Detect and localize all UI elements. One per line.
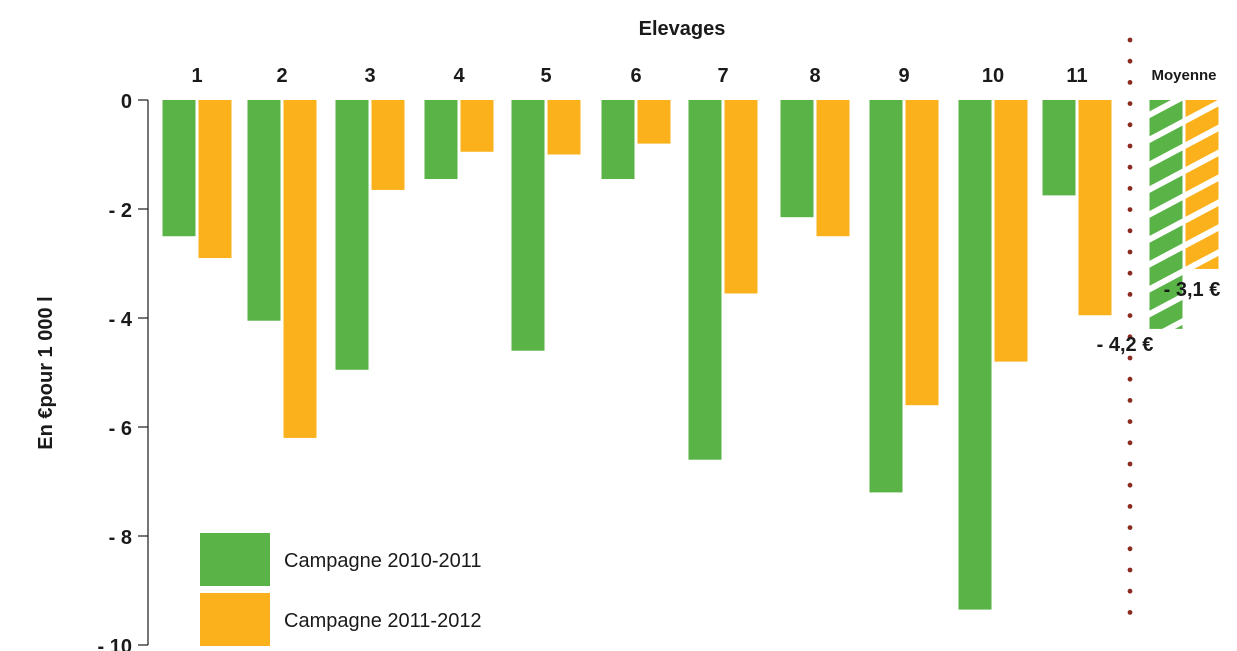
separator-dot: [1127, 440, 1133, 446]
separator-dot: [1127, 482, 1133, 488]
separator-dot: [1127, 80, 1133, 85]
separator-dot: [1127, 546, 1133, 552]
legend-label-2010-2011: Campagne 2010-2011: [284, 550, 482, 572]
bar-2011-2012-3: [371, 100, 405, 190]
y-tick-label: - 6: [109, 418, 132, 440]
category-label-4: 4: [453, 65, 465, 87]
bar-2010-2011-Moyenne: [1149, 100, 1183, 329]
bar-2010-2011-3: [335, 100, 369, 370]
category-labels: 1 2 3 4 5 6 7 8 9 10 11 Moyenne: [191, 65, 1216, 87]
bar-2011-2012-11: [1078, 100, 1112, 316]
bar-2011-2012-4: [460, 100, 494, 152]
separator-dot: [1127, 292, 1133, 297]
y-axis-label: En €pour 1 000 l: [35, 296, 57, 449]
category-label-8: 8: [809, 65, 820, 87]
y-tick-label: - 10: [98, 636, 132, 651]
bar-2010-2011-11: [1042, 100, 1076, 196]
separator-dot: [1127, 355, 1133, 361]
category-label-6: 6: [630, 65, 641, 87]
category-label-5: 5: [540, 65, 551, 87]
category-label-7: 7: [717, 65, 728, 87]
separator-dot: [1127, 419, 1133, 424]
category-label-11: 11: [1066, 65, 1087, 87]
legend-swatch-2011-2012: [200, 593, 270, 646]
category-label-2: 2: [276, 65, 287, 87]
bar-2010-2011-8: [780, 100, 814, 218]
separator-dot: [1127, 37, 1133, 43]
bar-2011-2012-10: [994, 100, 1028, 362]
y-tick-label: - 8: [109, 527, 132, 549]
bar-2010-2011-7: [688, 100, 722, 460]
legend-label-2011-2012: Campagne 2011-2012: [284, 610, 482, 632]
category-label-10: 10: [982, 65, 1004, 87]
bar-2011-2012-6: [637, 100, 671, 144]
category-label-3: 3: [364, 65, 375, 87]
bar-2010-2011-10: [958, 100, 992, 610]
bar-2010-2011-2: [247, 100, 281, 321]
separator-dot: [1127, 58, 1133, 64]
separator-dot: [1127, 143, 1133, 149]
category-label-1: 1: [191, 65, 202, 87]
separator-dot: [1127, 376, 1133, 382]
separator-dot: [1127, 270, 1133, 276]
average-label-2011-2012: - 3,1 €: [1164, 279, 1221, 301]
average-labels: - 4,2 € - 3,1 €: [1097, 279, 1221, 356]
bar-2011-2012-8: [816, 100, 850, 237]
separator-dot: [1127, 122, 1133, 128]
y-tick-label: 0: [121, 91, 132, 113]
bar-2010-2011-5: [511, 100, 545, 351]
bar-2010-2011-9: [869, 100, 903, 493]
chart-title: Elevages: [639, 18, 726, 40]
separator-dot: [1127, 186, 1133, 191]
bar-2011-2012-5: [547, 100, 581, 155]
separator-dot: [1127, 461, 1133, 467]
separator-dot: [1127, 313, 1133, 318]
bar-2011-2012-2: [283, 100, 317, 438]
y-tick-label: - 2: [109, 200, 132, 222]
separator-dot: [1127, 525, 1133, 530]
bar-2010-2011-6: [601, 100, 635, 180]
separator-dot: [1127, 504, 1133, 509]
separator-dot: [1127, 228, 1133, 234]
separator-dot: [1127, 588, 1133, 594]
bar-2011-2012-7: [724, 100, 758, 294]
y-axis-ticks: 0 - 2 - 4 - 6 - 8 - 10: [98, 91, 148, 651]
separator-dot: [1127, 101, 1133, 106]
separator-dot: [1127, 207, 1133, 213]
separator-dot: [1127, 610, 1133, 615]
bar-2010-2011-1: [162, 100, 196, 237]
bar-2011-2012-9: [905, 100, 939, 406]
separator-dot: [1127, 249, 1133, 255]
separator-dot: [1127, 398, 1133, 403]
category-label-9: 9: [898, 65, 909, 87]
bar-2010-2011-4: [424, 100, 458, 180]
separator-dot: [1127, 334, 1133, 340]
bar-2011-2012-Moyenne: [1185, 100, 1219, 269]
bars: [162, 100, 1219, 610]
legend-swatch-2010-2011: [200, 533, 270, 586]
separator-dot: [1127, 164, 1133, 170]
category-label-Moyenne: Moyenne: [1151, 67, 1216, 84]
average-separator: [1127, 37, 1133, 615]
y-tick-label: - 4: [109, 309, 133, 331]
average-label-2010-2011: - 4,2 €: [1097, 334, 1154, 356]
legend: Campagne 2010-2011 Campagne 2011-2012: [200, 533, 482, 646]
separator-dot: [1127, 567, 1133, 573]
bar-2011-2012-1: [198, 100, 232, 259]
